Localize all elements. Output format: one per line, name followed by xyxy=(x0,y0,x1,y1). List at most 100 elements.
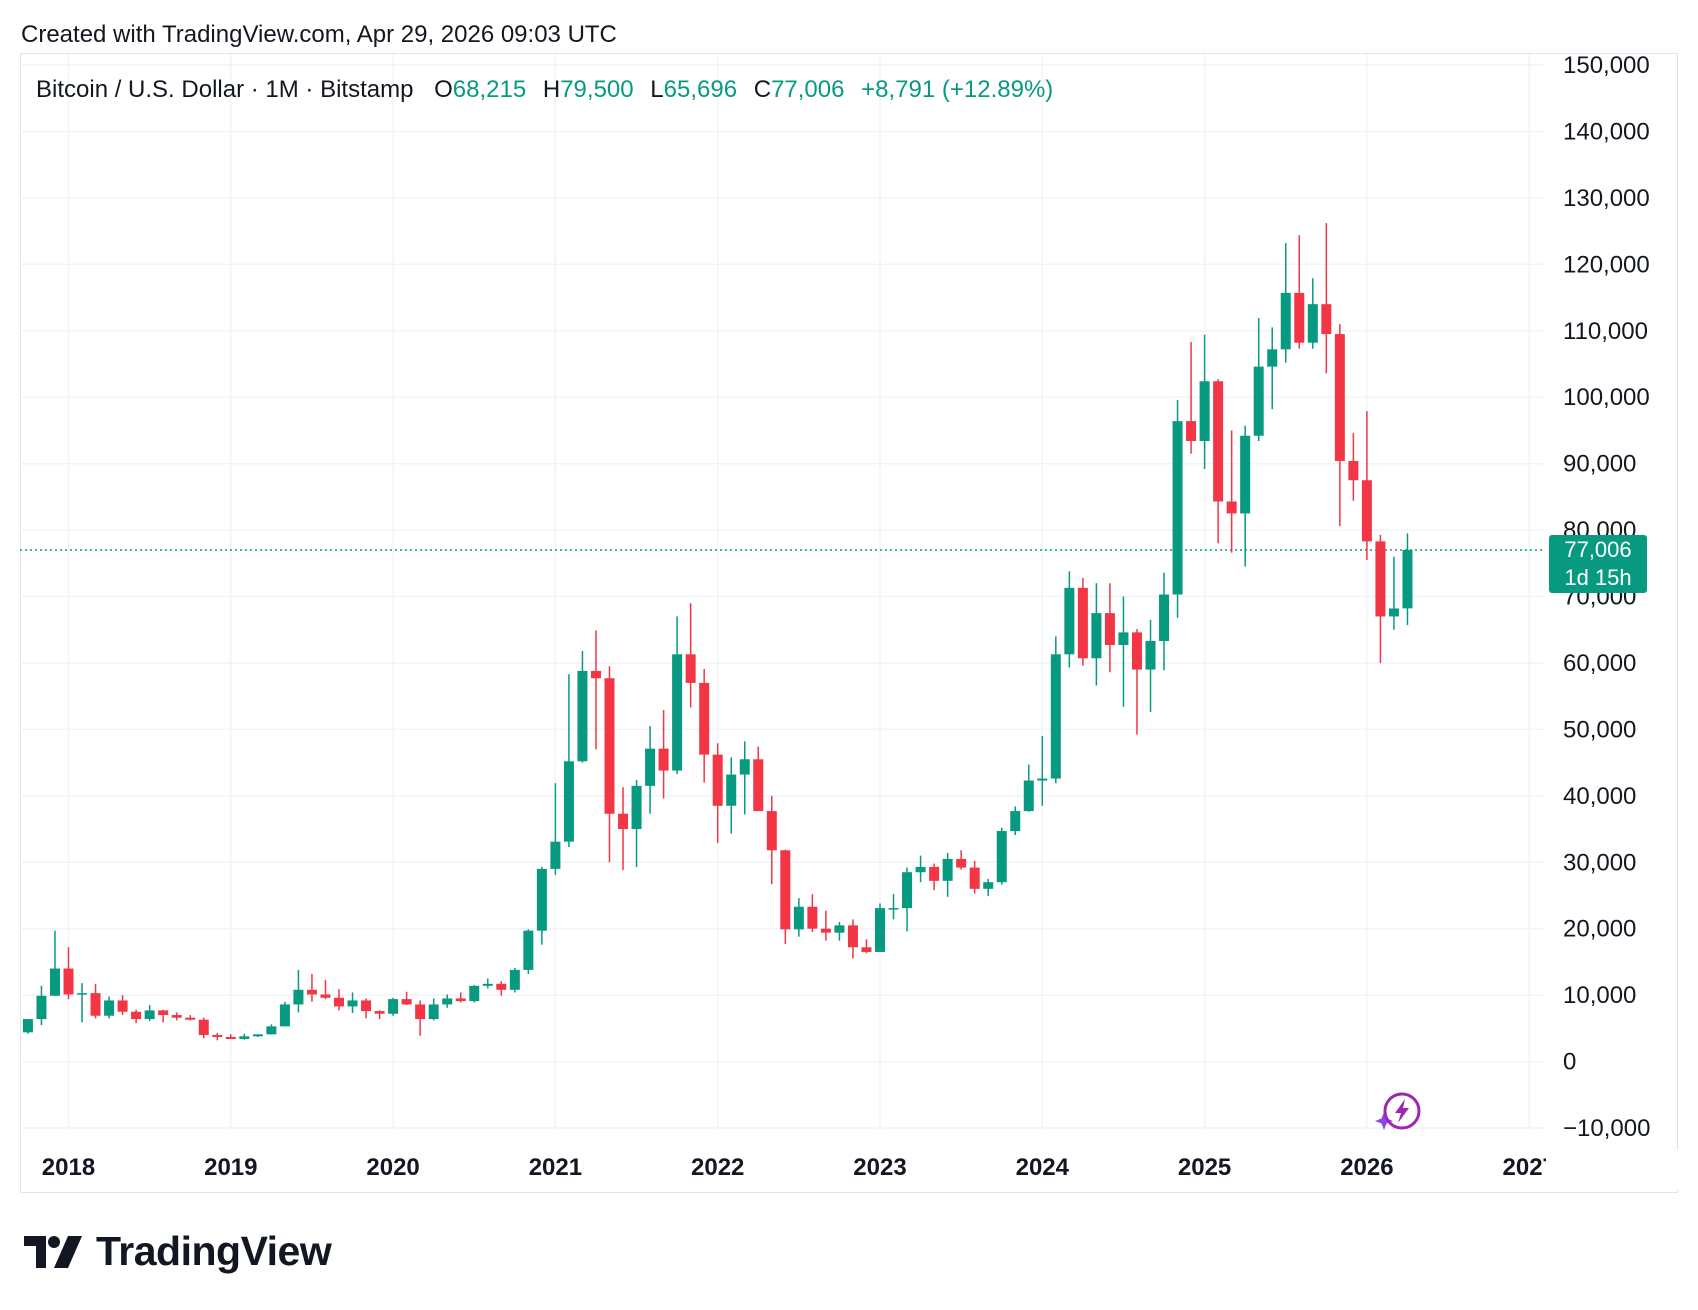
candle[interactable] xyxy=(1145,619,1156,713)
candle[interactable] xyxy=(36,985,47,1026)
candle[interactable] xyxy=(1050,636,1061,784)
candle[interactable] xyxy=(969,860,980,894)
candle[interactable] xyxy=(1361,411,1372,560)
candle[interactable] xyxy=(1375,534,1386,663)
candle[interactable] xyxy=(1226,430,1237,553)
candle[interactable] xyxy=(185,1015,196,1021)
candle[interactable] xyxy=(1159,572,1170,671)
candle[interactable] xyxy=(658,710,669,799)
candle[interactable] xyxy=(1294,235,1305,349)
candle[interactable] xyxy=(875,903,885,952)
candle[interactable] xyxy=(1334,324,1345,527)
candle[interactable] xyxy=(117,995,128,1016)
candle[interactable] xyxy=(293,969,304,1013)
candle[interactable] xyxy=(902,867,913,932)
candle[interactable] xyxy=(266,1024,277,1035)
candle[interactable] xyxy=(793,898,804,937)
candle[interactable] xyxy=(563,674,574,847)
candle[interactable] xyxy=(415,1000,426,1036)
tradingview-brand[interactable]: TradingView xyxy=(24,1228,332,1275)
candle[interactable] xyxy=(212,1032,223,1041)
candle[interactable] xyxy=(996,827,1007,885)
symbol-legend[interactable]: Bitcoin / U.S. Dollar · 1M · Bitstamp O6… xyxy=(36,76,1053,104)
chart-frame[interactable] xyxy=(20,53,1678,1193)
candle[interactable] xyxy=(496,981,507,996)
candle[interactable] xyxy=(374,1010,385,1020)
candle[interactable] xyxy=(604,666,615,863)
candle[interactable] xyxy=(577,650,588,763)
candle[interactable] xyxy=(780,849,791,944)
candle[interactable] xyxy=(104,996,115,1019)
candle[interactable] xyxy=(239,1033,250,1040)
candle[interactable] xyxy=(712,743,723,843)
candle[interactable] xyxy=(77,983,88,1023)
candle[interactable] xyxy=(482,978,493,989)
candle[interactable] xyxy=(1077,577,1088,666)
candle[interactable] xyxy=(198,1017,209,1039)
candle[interactable] xyxy=(536,866,547,945)
candle[interactable] xyxy=(1104,583,1115,673)
candle[interactable] xyxy=(807,894,818,933)
candle[interactable] xyxy=(90,983,101,1019)
candle[interactable] xyxy=(942,852,953,897)
candle[interactable] xyxy=(550,783,561,875)
candle[interactable] xyxy=(766,795,777,885)
candle[interactable] xyxy=(983,878,994,897)
candle[interactable] xyxy=(1267,327,1278,410)
candle[interactable] xyxy=(1402,533,1413,626)
candle[interactable] xyxy=(1307,278,1318,349)
candle[interactable] xyxy=(131,1009,142,1024)
candle[interactable] xyxy=(645,726,656,814)
candle[interactable] xyxy=(618,787,629,871)
candle[interactable] xyxy=(509,967,520,993)
candle[interactable] xyxy=(225,1034,236,1039)
candle[interactable] xyxy=(1037,736,1048,806)
candle[interactable] xyxy=(252,1034,263,1037)
candle[interactable] xyxy=(523,929,534,974)
candle[interactable] xyxy=(388,997,399,1016)
candle[interactable] xyxy=(158,1009,169,1023)
candle[interactable] xyxy=(1118,596,1129,707)
candle[interactable] xyxy=(361,998,372,1019)
candle[interactable] xyxy=(915,855,926,883)
candle[interactable] xyxy=(1348,433,1359,501)
candle[interactable] xyxy=(1131,629,1142,735)
candle[interactable] xyxy=(1023,764,1034,812)
candle[interactable] xyxy=(1091,583,1102,686)
candle[interactable] xyxy=(171,1012,182,1021)
candle[interactable] xyxy=(699,668,710,783)
candle[interactable] xyxy=(834,922,845,941)
candle[interactable] xyxy=(63,947,74,1000)
candle[interactable] xyxy=(672,616,683,774)
candle[interactable] xyxy=(631,779,642,867)
candle[interactable] xyxy=(1253,318,1264,442)
candle[interactable] xyxy=(279,1001,290,1027)
candle[interactable] xyxy=(753,746,764,812)
candle[interactable] xyxy=(1388,556,1399,630)
candle[interactable] xyxy=(49,930,60,996)
candle[interactable] xyxy=(428,998,439,1021)
candle[interactable] xyxy=(22,1019,33,1034)
candle[interactable] xyxy=(956,850,967,870)
candle[interactable] xyxy=(1213,379,1224,544)
candle[interactable] xyxy=(888,894,899,920)
ai-assistant-button[interactable] xyxy=(1370,1090,1430,1140)
candle[interactable] xyxy=(1064,571,1075,668)
candle[interactable] xyxy=(1280,243,1291,363)
candle[interactable] xyxy=(847,919,858,959)
candle[interactable] xyxy=(1172,399,1183,618)
candle[interactable] xyxy=(1321,223,1332,374)
candle[interactable] xyxy=(1186,342,1197,454)
candle[interactable] xyxy=(347,992,358,1014)
candle[interactable] xyxy=(1199,334,1210,469)
candle[interactable] xyxy=(1240,425,1251,567)
candle[interactable] xyxy=(739,741,750,815)
candle[interactable] xyxy=(861,939,872,954)
candle[interactable] xyxy=(726,757,737,834)
candle[interactable] xyxy=(590,630,601,750)
candle[interactable] xyxy=(144,1005,155,1022)
candle[interactable] xyxy=(401,991,412,1006)
candle[interactable] xyxy=(320,979,331,1000)
candle[interactable] xyxy=(685,603,696,708)
